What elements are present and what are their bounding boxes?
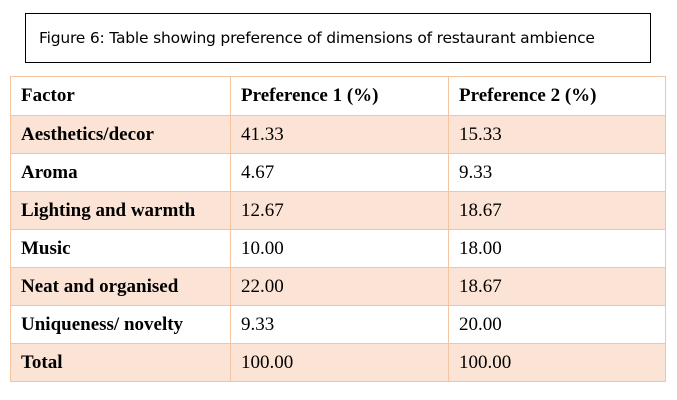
- preference-1-cell: 22.00: [230, 267, 449, 306]
- figure-caption: Figure 6: Table showing preference of di…: [39, 29, 595, 47]
- header-factor: Factor: [10, 76, 231, 116]
- preference-1-cell: 12.67: [230, 191, 449, 230]
- table-row: Aesthetics/decor 41.33 15.33: [10, 115, 666, 154]
- preference-2-cell: 18.00: [448, 229, 666, 268]
- factor-cell: Aroma: [10, 153, 231, 192]
- table-row: Lighting and warmth 12.67 18.67: [10, 191, 666, 230]
- factor-cell: Total: [10, 343, 231, 382]
- preference-table: Factor Preference 1 (%) Preference 2 (%)…: [10, 76, 666, 382]
- table-header-row: Factor Preference 1 (%) Preference 2 (%): [10, 76, 666, 116]
- preference-1-cell: 100.00: [230, 343, 449, 382]
- factor-cell: Uniqueness/ novelty: [10, 305, 231, 344]
- preference-2-cell: 9.33: [448, 153, 666, 192]
- preference-2-cell: 20.00: [448, 305, 666, 344]
- preference-1-cell: 41.33: [230, 115, 449, 154]
- preference-2-cell: 18.67: [448, 267, 666, 306]
- preference-2-cell: 100.00: [448, 343, 666, 382]
- header-preference-1: Preference 1 (%): [230, 76, 449, 116]
- table-row: Aroma 4.67 9.33: [10, 153, 666, 192]
- factor-cell: Neat and organised: [10, 267, 231, 306]
- preference-1-cell: 4.67: [230, 153, 449, 192]
- header-preference-2: Preference 2 (%): [448, 76, 666, 116]
- preference-1-cell: 10.00: [230, 229, 449, 268]
- figure-caption-box: Figure 6: Table showing preference of di…: [25, 13, 651, 63]
- preference-2-cell: 15.33: [448, 115, 666, 154]
- preference-2-cell: 18.67: [448, 191, 666, 230]
- factor-cell: Music: [10, 229, 231, 268]
- table-row: Music 10.00 18.00: [10, 229, 666, 268]
- factor-cell: Lighting and warmth: [10, 191, 231, 230]
- table-row: Neat and organised 22.00 18.67: [10, 267, 666, 306]
- factor-cell: Aesthetics/decor: [10, 115, 231, 154]
- table-row-total: Total 100.00 100.00: [10, 343, 666, 382]
- table-row: Uniqueness/ novelty 9.33 20.00: [10, 305, 666, 344]
- preference-1-cell: 9.33: [230, 305, 449, 344]
